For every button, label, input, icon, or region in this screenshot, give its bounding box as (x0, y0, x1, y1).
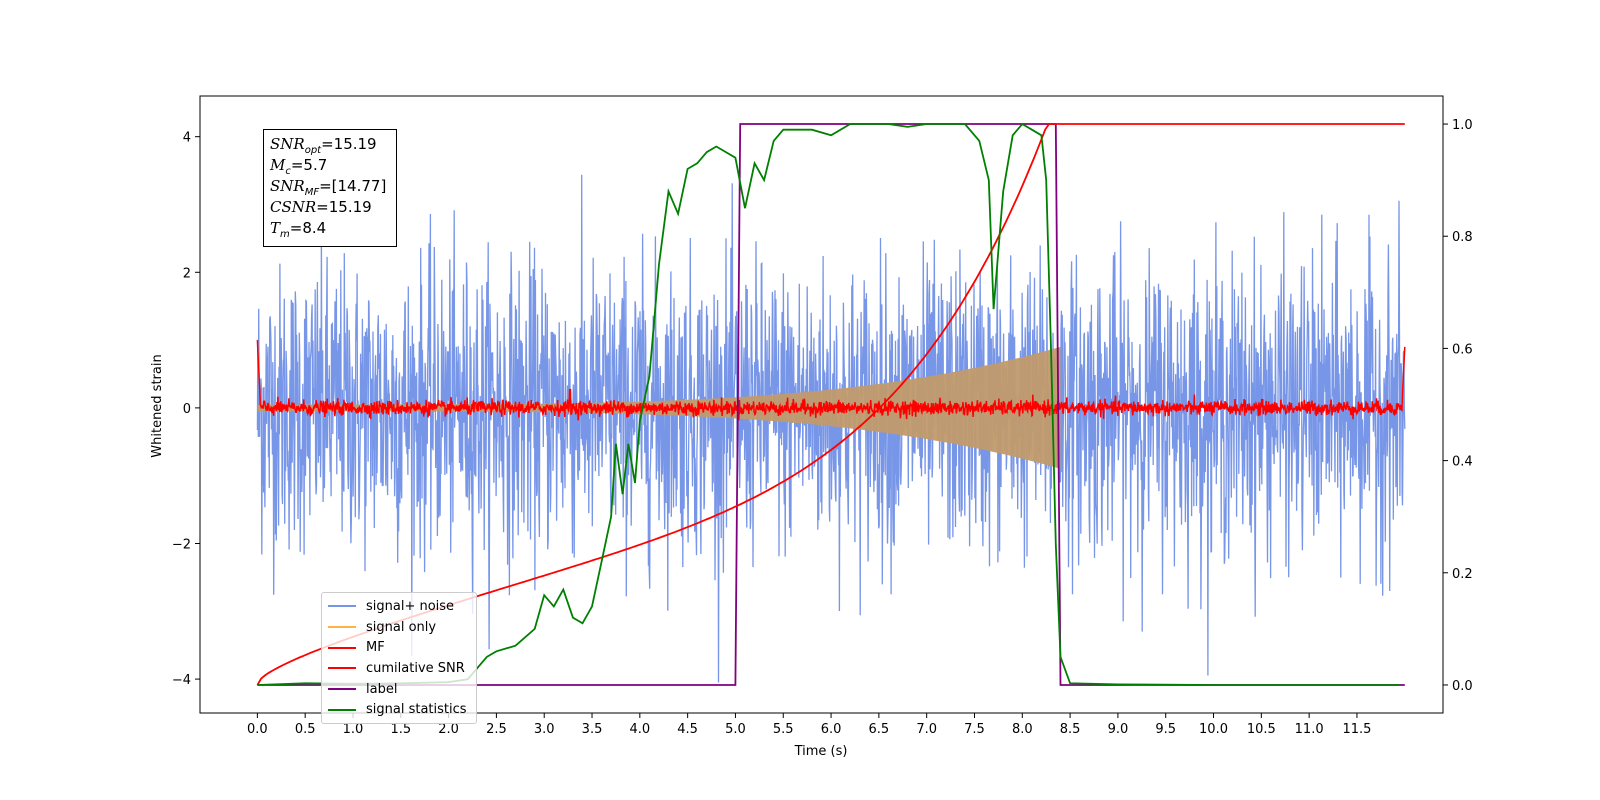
x-tick-label: 8.5 (1060, 722, 1081, 737)
x-tick-label: 9.0 (1108, 722, 1129, 737)
x-tick-label: 11.0 (1295, 722, 1324, 737)
y-left-tick-label: −2 (172, 537, 191, 552)
y-right-tick-label: 0.6 (1452, 342, 1473, 357)
legend-label: signal only (366, 619, 437, 635)
y-left-tick-label: 0 (183, 402, 191, 417)
y-axis-left-ticks: 4 2 0 −2 −4 (172, 131, 200, 688)
x-tick-label: 6.5 (869, 722, 890, 737)
snr-opt-value: =15.19 (321, 135, 377, 153)
y-left-tick-label: 2 (183, 266, 191, 281)
legend-item-cumulative-snr: cumilative SNR (328, 658, 476, 679)
x-tick-label: 5.5 (773, 722, 794, 737)
y-left-tick-label: 4 (183, 131, 191, 146)
x-tick-label: 4.5 (677, 722, 698, 737)
x-tick-label: 3.0 (534, 722, 555, 737)
x-tick-label: 9.5 (1155, 722, 1176, 737)
csnr-line: CSNR=15.19 (270, 198, 372, 216)
legend-swatch (328, 708, 356, 711)
legend: signal+ noise signal only MF cumilative … (321, 592, 477, 724)
legend-swatch (328, 688, 356, 691)
x-tick-label: 1.5 (390, 722, 411, 737)
legend-swatch (328, 626, 356, 629)
y-axis-left-label: Whitened strain (150, 354, 165, 457)
series-mf (256, 340, 1406, 421)
x-tick-label: 6.0 (821, 722, 842, 737)
csnr-value: =15.19 (316, 198, 372, 216)
x-tick-label: 2.0 (438, 722, 459, 737)
x-tick-label: 0.0 (247, 722, 268, 737)
plot-frame (199, 95, 1444, 714)
x-tick-label: 0.5 (295, 722, 316, 737)
x-tick-label: 10.5 (1247, 722, 1276, 737)
x-axis-ticks: 0.0 0.5 1.0 1.5 2.0 2.5 3.0 3.5 4.0 4.5 5.0 5.5 6.0 6… (247, 713, 1371, 737)
x-tick-label: 10.0 (1199, 722, 1228, 737)
mc-line: Mc=5.7 (270, 156, 328, 177)
x-tick-label: 2.5 (486, 722, 507, 737)
legend-item-mf: MF (328, 637, 476, 658)
legend-label: MF (366, 640, 385, 656)
mc-value: =5.7 (290, 156, 328, 174)
snr-mf-line: SNRMF=[14.77] (270, 177, 387, 198)
legend-item-signal-only: signal only (328, 617, 476, 638)
stats-annotation-box: SNRopt=15.19 Mc=5.7 SNRMF=[14.77] CSNR=1… (263, 129, 397, 247)
mf-layer (256, 340, 1406, 421)
x-tick-label: 3.5 (582, 722, 603, 737)
y-right-tick-label: 1.0 (1452, 118, 1473, 133)
snr-opt-line: SNRopt=15.19 (270, 135, 377, 156)
x-tick-label: 1.0 (343, 722, 364, 737)
legend-swatch (328, 605, 356, 608)
y-right-tick-label: 0.8 (1452, 230, 1473, 245)
tm-line: Tm=8.4 (270, 219, 327, 240)
x-tick-label: 7.5 (964, 722, 985, 737)
snr-mf-value: =[14.77] (319, 177, 387, 195)
legend-swatch (328, 646, 356, 649)
legend-label: cumilative SNR (366, 660, 465, 676)
y-right-tick-label: 0.4 (1452, 455, 1473, 470)
tm-value: =8.4 (289, 219, 327, 237)
y-right-tick-label: 0.2 (1452, 567, 1473, 582)
legend-label: signal statistics (366, 702, 467, 718)
x-tick-label: 5.0 (725, 722, 746, 737)
legend-label: label (366, 681, 398, 697)
x-tick-label: 7.0 (916, 722, 937, 737)
x-tick-label: 11.5 (1342, 722, 1371, 737)
y-axis-right-ticks: 1.0 0.8 0.6 0.4 0.2 0.0 (1443, 118, 1473, 694)
legend-item-signal-noise: signal+ noise (328, 596, 476, 617)
legend-swatch (328, 667, 356, 670)
series-signal-statistics (257, 122, 1400, 686)
x-tick-label: 4.0 (629, 722, 650, 737)
x-tick-label: 8.0 (1012, 722, 1033, 737)
legend-item-signal-statistics: signal statistics (328, 699, 476, 720)
legend-item-label: label (328, 679, 476, 700)
x-axis-label: Time (s) (794, 744, 848, 759)
y-left-tick-label: −4 (172, 673, 191, 688)
y-right-tick-label: 0.0 (1452, 679, 1473, 694)
legend-label: signal+ noise (366, 598, 455, 614)
